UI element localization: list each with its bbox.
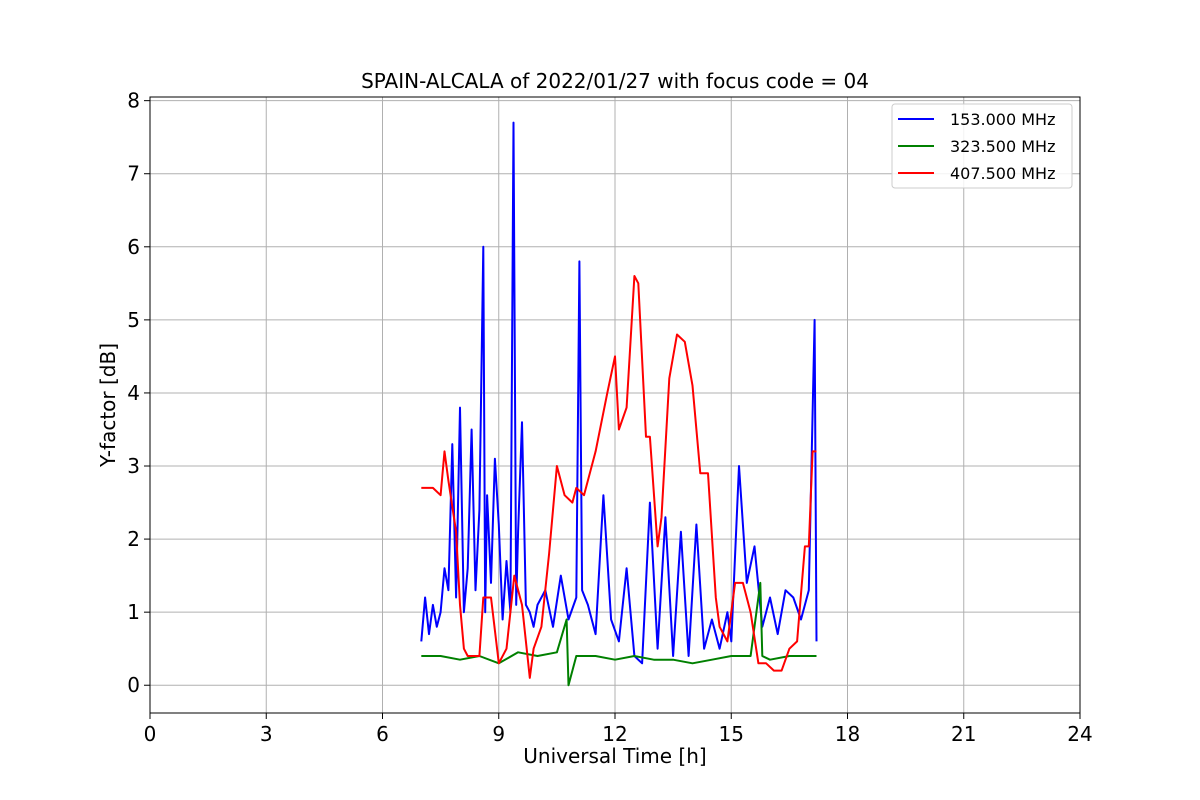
series-line: [421, 275, 817, 679]
y-tick-label: 4: [127, 381, 140, 405]
series-line: [421, 581, 817, 687]
y-tick-label: 8: [127, 89, 140, 113]
series-lines: [420, 121, 818, 687]
x-tick-label: 12: [602, 722, 627, 746]
y-axis-label: Y-factor [dB]: [96, 343, 120, 468]
y-tick-label: 0: [127, 673, 140, 697]
y-tick-label: 3: [127, 454, 140, 478]
y-tick-label: 2: [127, 527, 140, 551]
legend-label: 153.000 MHz: [950, 110, 1055, 129]
x-tick-label: 15: [719, 722, 744, 746]
grid: [149, 97, 1081, 713]
y-tick-label: 7: [127, 162, 140, 186]
x-axis-label: Universal Time [h]: [523, 744, 706, 768]
x-tick-label: 3: [260, 722, 273, 746]
x-tick-label: 18: [835, 722, 860, 746]
y-tick-label: 6: [127, 235, 140, 259]
legend-label: 323.500 MHz: [950, 137, 1055, 156]
x-tick-label: 9: [492, 722, 505, 746]
legend-label: 407.500 MHz: [950, 164, 1055, 183]
chart-title: SPAIN-ALCALA of 2022/01/27 with focus co…: [361, 69, 869, 93]
y-tick-label: 1: [127, 600, 140, 624]
legend-box: [891, 103, 1073, 189]
legend: 153.000 MHz 323.500 MHz 407.500 MHz: [891, 103, 1073, 189]
x-tick-label: 21: [951, 722, 976, 746]
x-tick-label: 0: [144, 722, 157, 746]
y-tick-label: 5: [127, 308, 140, 332]
x-tick-label: 24: [1067, 722, 1092, 746]
series-line: [420, 121, 818, 665]
x-tick-label: 6: [376, 722, 389, 746]
